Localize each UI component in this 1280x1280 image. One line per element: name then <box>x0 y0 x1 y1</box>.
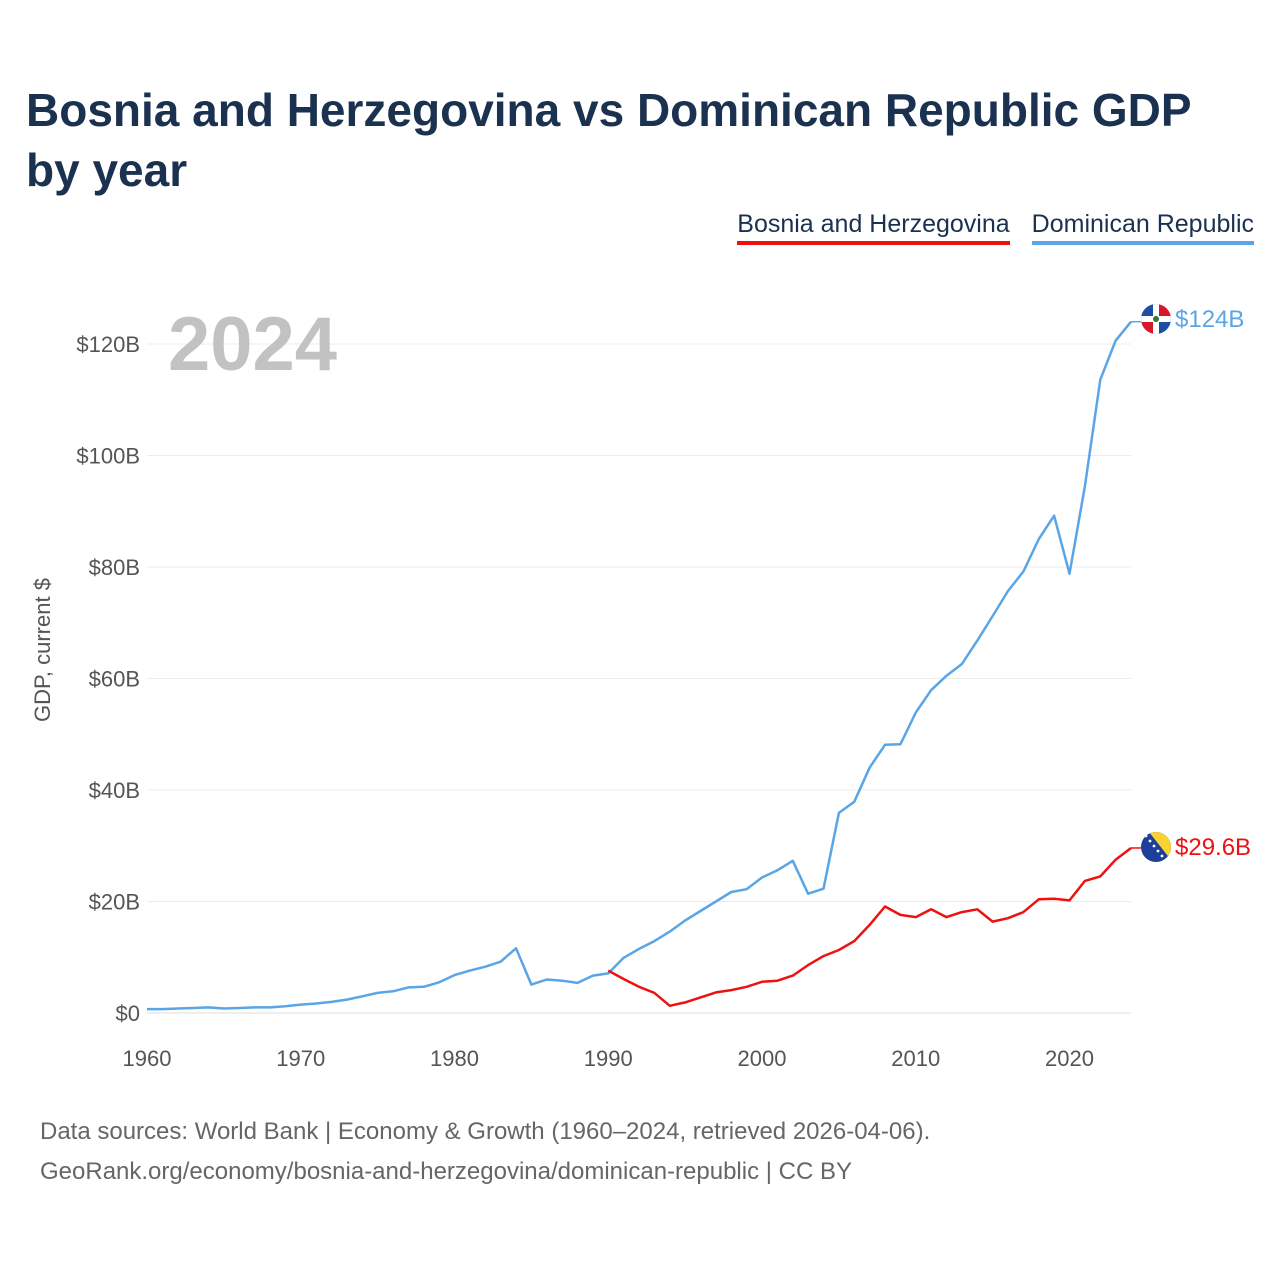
y-axis-label: GDP, current $ <box>30 578 55 722</box>
dominican-republic-flag-icon <box>1141 304 1171 334</box>
end-label-bosnia-and-herzegovina: $29.6B <box>1175 834 1251 861</box>
y-tick-label: $20B <box>89 890 140 915</box>
y-tick-label: $40B <box>89 778 140 803</box>
x-axis-ticks: 1960 1970 1980 1990 2000 2010 2020 <box>123 1046 1094 1071</box>
series-line-dominican-republic <box>147 320 1132 1011</box>
chart-title: Bosnia and Herzegovina vs Dominican Repu… <box>26 84 1191 196</box>
x-tick-label: 1970 <box>276 1046 325 1071</box>
end-label-dominican-republic: $124B <box>1175 306 1244 333</box>
bosnia-flag-icon <box>1141 832 1171 862</box>
year-marker: 2024 <box>168 302 337 387</box>
y-tick-label: $0 <box>116 1001 140 1026</box>
footer: Data sources: World Bank | Economy & Gro… <box>40 1112 930 1192</box>
legend-item-bosnia-and-herzegovina[interactable]: Bosnia and Herzegovina <box>737 210 1010 245</box>
footer-link[interactable]: GeoRank.org/economy/bosnia-and-herzegovi… <box>40 1158 852 1185</box>
legend: Bosnia and Herzegovina Dominican Republi… <box>737 210 1254 245</box>
series-line-bosnia-and-herzegovina <box>607 847 1132 1008</box>
y-axis-ticks: $0 $20B $40B $60B $80B $100B $120B <box>76 332 140 1026</box>
y-tick-label: $100B <box>76 444 140 469</box>
x-tick-label: 1980 <box>430 1046 479 1071</box>
legend-item-dominican-republic[interactable]: Dominican Republic <box>1031 210 1254 245</box>
x-tick-label: 2020 <box>1045 1046 1094 1071</box>
y-tick-label: $120B <box>76 332 140 357</box>
x-tick-label: 1990 <box>584 1046 633 1071</box>
x-tick-label: 2000 <box>738 1046 787 1071</box>
grid-lines <box>147 343 1131 1014</box>
y-tick-label: $80B <box>89 555 140 580</box>
gdp-line-chart: 2024 GDP, current $ $0 $20B $40B $60B $80B $1… <box>30 302 1251 1071</box>
x-tick-label: 2010 <box>891 1046 940 1071</box>
footer-sources: Data sources: World Bank | Economy & Gro… <box>40 1118 931 1145</box>
y-tick-label: $60B <box>89 667 140 692</box>
x-tick-label: 1960 <box>123 1046 172 1071</box>
